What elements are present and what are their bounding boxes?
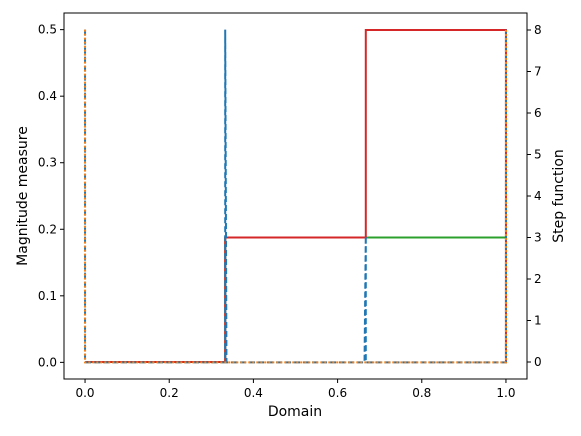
y2-tick-label: 2 — [534, 272, 542, 286]
y-tick-label: 0.5 — [38, 23, 57, 37]
y2-tick-label: 3 — [534, 230, 542, 244]
y-axis-label: Magnitude measure — [15, 126, 31, 266]
series-line — [85, 236, 506, 363]
y-tick-label: 0.4 — [38, 89, 57, 103]
x-tick-label: 0.6 — [328, 386, 347, 400]
y2-tick-label: 1 — [534, 313, 542, 327]
y-tick-label: 0.0 — [38, 355, 57, 369]
x-axis-label: Domain — [268, 404, 322, 420]
y2-tick-label: 4 — [534, 189, 542, 203]
x-tick-label: 0.0 — [75, 386, 94, 400]
plot-frame — [63, 12, 528, 380]
y2-tick-label: 5 — [534, 148, 542, 162]
series-line — [84, 29, 507, 364]
y-tick-label: 0.3 — [38, 156, 57, 170]
x-tick-label: 0.8 — [412, 386, 431, 400]
y2-tick-label: 8 — [534, 23, 542, 37]
y2-tick-label: 6 — [534, 106, 542, 120]
y-tick-label: 0.2 — [38, 222, 57, 236]
series-line — [84, 29, 507, 364]
x-tick-label: 0.2 — [160, 386, 179, 400]
y2-tick-label: 7 — [534, 65, 542, 79]
series-line — [85, 29, 507, 363]
y2-tick-label: 0 — [534, 355, 542, 369]
x-tick-label: 1.0 — [496, 386, 515, 400]
y-tick-label: 0.1 — [38, 289, 57, 303]
y2-axis-label: Step function — [551, 149, 567, 243]
x-tick-label: 0.4 — [244, 386, 263, 400]
